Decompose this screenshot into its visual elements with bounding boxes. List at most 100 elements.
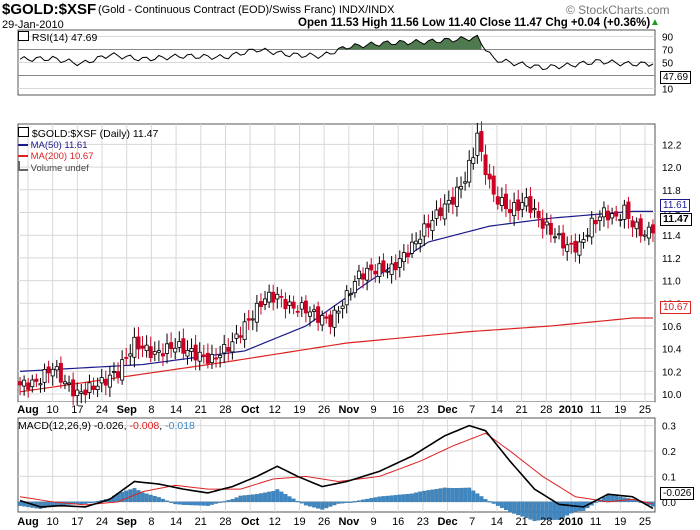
macd-histogram-bar [414,492,419,502]
candle-body [483,154,488,176]
candle-body [99,377,104,384]
macd-histogram-bar [569,501,574,514]
macd-histogram-bar [373,497,378,502]
candle-body [148,346,153,359]
candle-body [54,366,59,371]
macd-histogram-bar [418,491,423,502]
date-tick-label: 2010 [559,404,583,416]
candle-body [463,181,468,184]
ma200-legend: MA(200) 10.67 [18,151,93,162]
macd-histogram-bar [618,496,623,502]
candle-body [120,359,125,381]
macd-histogram-bar [422,490,427,502]
macd-frame [17,417,656,513]
macd-legend-prefix: MACD(12,26,9) [18,420,91,432]
date-tick-label: 14 [491,516,503,528]
candle-body [189,348,194,352]
candle-body [169,342,174,350]
candle-body [197,351,202,362]
macd-histogram-bar [459,487,463,502]
macd-histogram-bar [95,501,100,503]
candle-body [393,262,398,271]
change-arrow-icon: ▲ [650,17,660,28]
ma200-tag: 10.67 [660,301,692,314]
candle-body [26,382,31,390]
candle-body [601,207,606,218]
macd-histogram-bar [651,501,655,507]
candle-body [218,355,223,359]
volume-legend: Volume undef [18,161,89,174]
date-tick-label: 19 [614,404,626,416]
macd-histogram-bar [303,501,308,506]
candle-body [234,333,239,339]
candle-body [434,209,439,219]
macd-histogram-bar [173,501,178,505]
date-tick-label: 14 [170,516,182,528]
macd-histogram-bar [495,501,500,506]
candle-body [62,381,67,385]
macd-legend-macd: -0.026 [93,420,124,432]
macd-histogram-bar [295,501,300,503]
macd-histogram-bar [532,501,537,522]
date-tick-label: Aug [17,516,38,528]
date-tick-label: Dec [437,516,457,528]
candle-body [58,362,63,383]
candle-body [75,389,80,396]
price-tick-label: 12.2 [662,140,682,151]
macd-histogram-bar [520,501,525,517]
date-tick-label: 7 [469,516,475,528]
candle-body [389,263,394,275]
candle-body [111,371,116,373]
macd-histogram-bar [548,501,553,520]
macd-histogram-bar [210,501,214,505]
ma50-legend-text: MA(50) 11.61 [30,140,88,151]
macd-histogram-bar [475,493,480,502]
ma200-line [19,317,653,393]
date-tick-label: Aug [17,404,38,416]
macd-histogram-bar [287,496,292,502]
macd-histogram-bar [42,501,47,509]
symbol-description: (Gold - Continuous Contract (EOD)/Swiss … [98,4,395,16]
candle-body [152,351,157,355]
candle-body [422,223,427,237]
candle-body [352,281,357,294]
date-tick-label: 28 [540,404,552,416]
candle-body [242,321,247,340]
candle-body [356,270,361,280]
candle-body [585,234,590,237]
candle-body [222,344,227,354]
candle-body [299,302,304,310]
date-tick-label: 25 [639,404,651,416]
macd-histogram-bar [438,488,443,502]
macd-histogram-bar [279,491,284,502]
macd-histogram-bar [332,501,337,506]
macd-tick-label: 0.1 [662,472,676,483]
macd-histogram-bar [406,493,410,502]
candle-body [173,347,178,353]
date-tick-label: Sep [117,404,137,416]
macd-histogram-bar [189,501,194,506]
rsi-line [19,34,654,71]
macd-histogram-bar [238,495,243,502]
candle-body [606,210,611,221]
macd-histogram-bar [87,501,92,504]
candle-body [650,224,655,234]
date-tick-label: 17 [71,516,83,528]
candle-body [177,341,182,348]
rsi-tick-label: 10 [662,85,674,96]
candle-body [524,197,529,207]
symbol-title: $GOLD:$XSF [2,1,97,18]
candle-body [475,132,480,156]
macd-histogram-bar [504,501,508,511]
candle-body [320,315,325,326]
candle-body [471,157,476,164]
price-tick-label: 12.0 [662,163,682,174]
candle-body [185,350,190,357]
macd-histogram-bar [148,494,153,502]
macd-histogram-bar [312,501,316,508]
macd-histogram-bar [320,501,325,510]
price-tick-label: 11.0 [662,277,681,288]
macd-histogram-bar [169,501,174,503]
price-panel [18,121,655,406]
candle-body [132,336,137,358]
